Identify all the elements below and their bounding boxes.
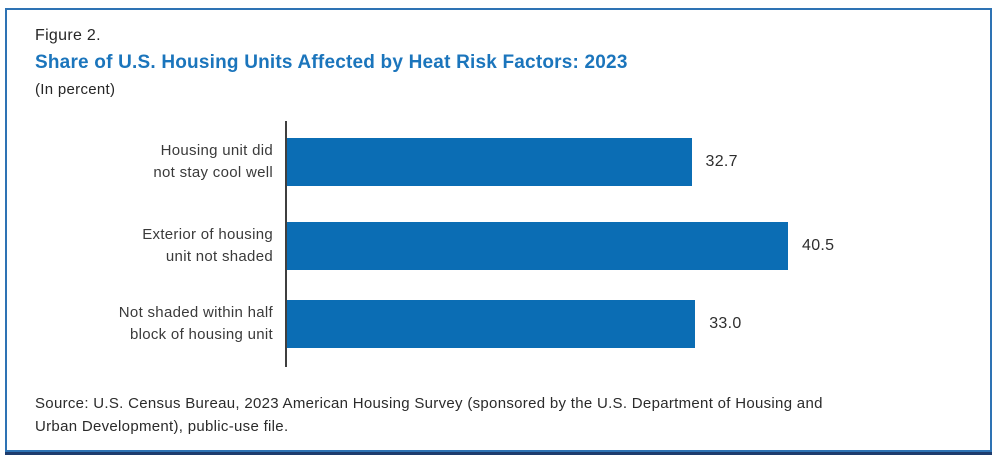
figure-box: Figure 2. Share of U.S. Housing Units Af… — [5, 8, 992, 452]
category-label-line: not stay cool well — [153, 164, 273, 181]
bar-value-label: 33.0 — [709, 315, 742, 332]
bar-value-label: 32.7 — [705, 153, 738, 170]
y-axis-line — [285, 121, 287, 367]
category-label-line: Housing unit did — [160, 142, 273, 159]
bar — [287, 138, 692, 186]
category-label-line: Exterior of housing — [142, 226, 273, 243]
bar-row: 40.5 — [287, 222, 834, 270]
chart-title: Share of U.S. Housing Units Affected by … — [35, 52, 628, 73]
chart-subtitle: (In percent) — [35, 81, 116, 98]
category-label-line: Not shaded within half — [118, 304, 273, 321]
figure-number: Figure 2. — [35, 27, 101, 44]
bar-row: 33.0 — [287, 300, 742, 348]
bar — [287, 300, 696, 348]
bar-row: 32.7 — [287, 138, 738, 186]
category-label: Exterior of housing unit not shaded — [29, 224, 273, 268]
source-note: Source: U.S. Census Bureau, 2023 America… — [35, 395, 823, 435]
category-label-line: unit not shaded — [165, 248, 273, 265]
bar — [287, 222, 788, 270]
category-label: Not shaded within half block of housing … — [29, 302, 273, 346]
bar-chart: Housing unit did not stay cool well 32.7… — [7, 10, 990, 450]
bar-value-label: 40.5 — [802, 237, 835, 254]
category-label-line: block of housing unit — [129, 326, 273, 343]
category-label: Housing unit did not stay cool well — [29, 140, 273, 184]
